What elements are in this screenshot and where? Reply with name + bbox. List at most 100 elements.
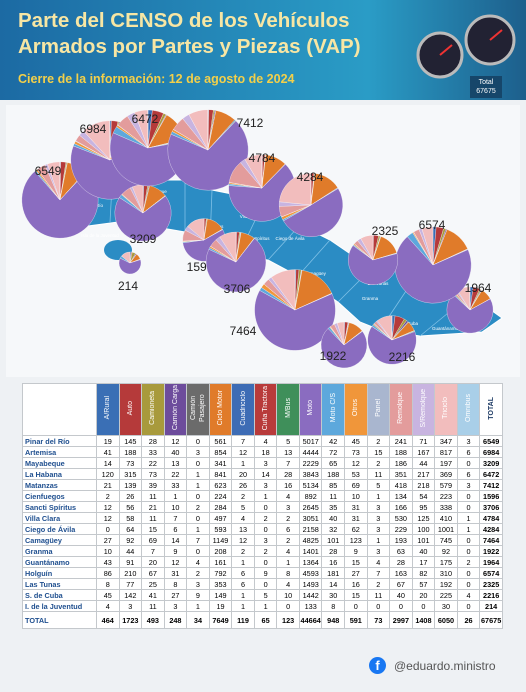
cell: 591 — [344, 611, 368, 629]
cell: 5134 — [298, 479, 323, 491]
column-header: Triciclo — [434, 383, 458, 436]
cell: 56 — [118, 501, 143, 513]
cell: 42 — [321, 435, 346, 447]
cell: 15 — [141, 523, 165, 535]
column-header: Camión Pasajero — [186, 383, 210, 436]
province-label: Sancti Spíritus — [240, 236, 270, 241]
pie-slice — [228, 164, 296, 222]
cell: 10 — [96, 545, 120, 557]
banner: Parte del CENSO de los Vehículos Armados… — [0, 0, 526, 100]
cell: 2 — [276, 512, 300, 524]
cell: 69 — [344, 479, 368, 491]
cell: 6472 — [479, 468, 503, 480]
cell: 0 — [186, 545, 210, 557]
cell: 188 — [118, 446, 143, 458]
pie-slice — [320, 328, 368, 369]
cell: 28 — [141, 435, 165, 447]
cell: 351 — [389, 468, 413, 480]
column-header: Ciclo Motor — [208, 383, 233, 436]
cell: 14 — [253, 468, 278, 480]
cell: 224 — [208, 490, 233, 502]
cell: 1 — [231, 457, 255, 469]
cell: 123 — [344, 534, 368, 546]
cell: 142 — [118, 589, 143, 601]
cell: 39 — [141, 479, 165, 491]
cell: 1 — [253, 600, 278, 612]
cell: 27 — [96, 534, 120, 546]
column-label: Moto — [307, 400, 315, 416]
cell: 1 — [231, 556, 255, 568]
cell: 1408 — [411, 611, 436, 629]
column-header: Remolque — [389, 383, 413, 436]
cell: 3 — [186, 578, 210, 590]
column-header: M/Bus — [276, 383, 300, 436]
pie-total: 4784 — [249, 151, 276, 165]
cell: 2 — [253, 545, 278, 557]
row-name: Villa Clara — [22, 512, 97, 524]
cell: 28 — [276, 468, 300, 480]
cell: 2 — [366, 457, 391, 469]
province-label: Guantánamo — [432, 326, 459, 331]
cell: 1922 — [479, 545, 503, 557]
cell: 27 — [163, 589, 188, 601]
pie-total: 3209 — [130, 232, 157, 246]
cell: 5 — [366, 479, 391, 491]
column-header: Cuadriciclo — [231, 383, 255, 436]
row-name: I. de la Juventud — [22, 600, 97, 612]
cell: 225 — [434, 589, 458, 601]
cell: 1 — [163, 490, 188, 502]
table-row: Mayabeque 14 73 22 13 0 341 1 3 7 2229 65 12 2 186 44 19… — [22, 457, 503, 469]
cell: 1 — [366, 490, 391, 502]
cell: 1493 — [298, 578, 323, 590]
cell: 123 — [276, 611, 300, 629]
cell: 73 — [344, 446, 368, 458]
cell: 0 — [186, 457, 210, 469]
cell: 338 — [434, 501, 458, 513]
cell: 4 — [276, 578, 300, 590]
cell: 45 — [344, 435, 368, 447]
column-header: TOTAL — [479, 383, 503, 436]
cell: 44 — [411, 457, 436, 469]
cell: 410 — [434, 512, 458, 524]
column-header: Moto — [298, 383, 323, 436]
cell: 6 — [231, 567, 255, 579]
cell: 20 — [231, 468, 255, 480]
column-label: Camión Pasajero — [189, 394, 206, 422]
column-header: S/Remolque — [411, 383, 436, 436]
cell: 7 — [186, 534, 210, 546]
cell: 3051 — [298, 512, 323, 524]
column-label: M/Bus — [284, 398, 292, 418]
pie-slice — [271, 269, 296, 311]
cell: 65 — [321, 457, 346, 469]
cell: 2 — [231, 490, 255, 502]
cell: 193 — [389, 534, 413, 546]
cell: 64 — [118, 523, 143, 535]
cell: 22 — [163, 468, 188, 480]
pie-slice — [118, 257, 142, 275]
cell: 4593 — [298, 567, 323, 579]
cell: 166 — [389, 501, 413, 513]
cell: 33 — [141, 446, 165, 458]
cell: 3209 — [479, 457, 503, 469]
cell: 167 — [411, 446, 436, 458]
cell: 73 — [118, 457, 143, 469]
cell: 1723 — [118, 611, 143, 629]
cell: 0 — [389, 600, 413, 612]
pie-total: 214 — [118, 279, 138, 293]
cell: 4444 — [298, 446, 323, 458]
cell: 9 — [163, 545, 188, 557]
cell: 188 — [389, 446, 413, 458]
column-label: TOTAL — [487, 396, 495, 420]
pie-slice — [254, 290, 336, 351]
cell: 28 — [389, 556, 413, 568]
cell: 7 — [163, 512, 188, 524]
cell: 30 — [321, 589, 346, 601]
cell: 13 — [163, 457, 188, 469]
pie-slice — [219, 231, 237, 263]
cell: 3 — [253, 534, 278, 546]
cell: 3706 — [479, 501, 503, 513]
cell: 11 — [141, 512, 165, 524]
table-row: Artemisa 41 188 33 40 3 854 12 18 13 4444 72 73 15 188… — [22, 446, 503, 458]
cell: 579 — [434, 479, 458, 491]
column-label: Auto — [126, 400, 134, 416]
